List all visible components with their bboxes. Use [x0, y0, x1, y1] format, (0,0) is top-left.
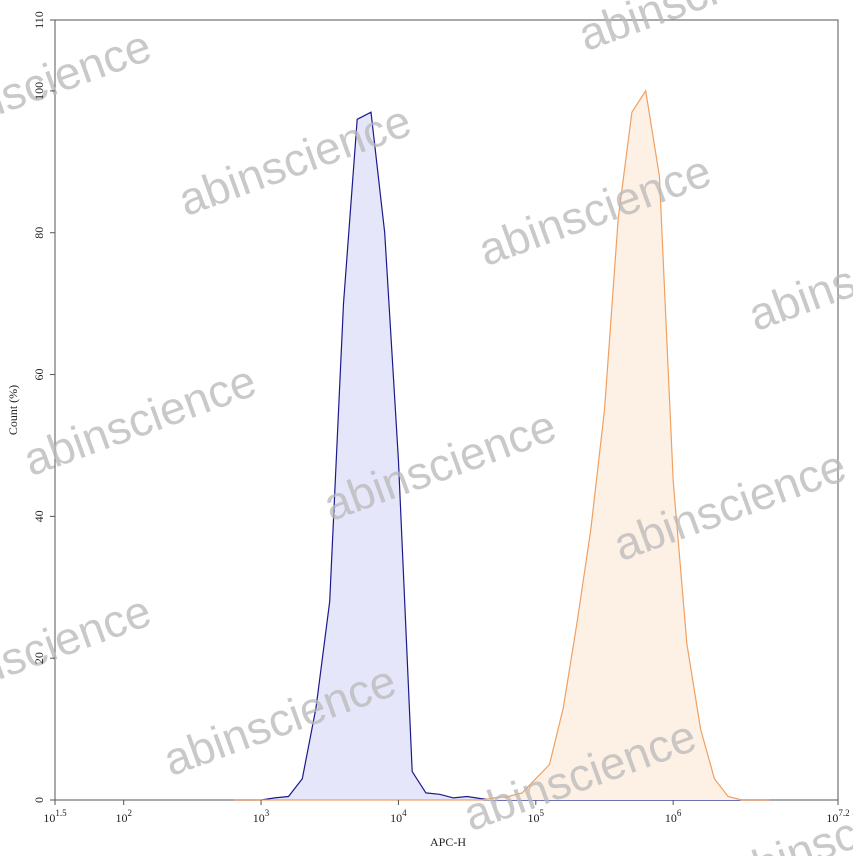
y-tick-label: 40 — [32, 510, 46, 522]
y-tick-label: 20 — [32, 652, 46, 664]
y-tick-label: 100 — [32, 82, 46, 100]
y-axis-label: Count (%) — [6, 385, 20, 435]
x-tick-label: 103 — [253, 808, 270, 825]
x-tick-label: 105 — [528, 808, 545, 825]
x-tick-label: 106 — [665, 808, 682, 825]
y-tick-label: 0 — [32, 797, 46, 803]
x-tick-base: 10 — [665, 811, 677, 825]
x-tick-exponent: 5 — [540, 808, 545, 818]
y-tick-label: 80 — [32, 227, 46, 239]
histogram-area — [233, 90, 770, 800]
histogram-area — [233, 112, 770, 800]
x-tick-base: 10 — [115, 811, 127, 825]
x-tick-base: 10 — [826, 811, 838, 825]
plot-area — [233, 89, 770, 801]
x-tick-label: 101.5 — [43, 808, 67, 825]
x-tick-exponent: 4 — [402, 808, 407, 818]
x-tick-label: 107.2 — [826, 808, 849, 825]
x-tick-base: 10 — [528, 811, 540, 825]
y-tick-label: 110 — [32, 11, 46, 29]
x-tick-label: 104 — [390, 808, 407, 825]
x-tick-base: 10 — [253, 811, 265, 825]
x-tick-exponent: 2 — [127, 808, 132, 818]
x-tick-label: 102 — [115, 808, 132, 825]
x-tick-exponent: 7.2 — [838, 808, 849, 818]
x-tick-exponent: 1.5 — [55, 808, 67, 818]
plot-frame — [54, 19, 839, 801]
x-axis-label: APC-H — [430, 835, 466, 849]
x-tick-base: 10 — [43, 811, 55, 825]
y-tick-label: 60 — [32, 369, 46, 381]
x-tick-exponent: 3 — [265, 808, 270, 818]
x-tick-base: 10 — [390, 811, 402, 825]
histogram-line — [233, 89, 770, 801]
x-tick-exponent: 6 — [677, 808, 682, 818]
